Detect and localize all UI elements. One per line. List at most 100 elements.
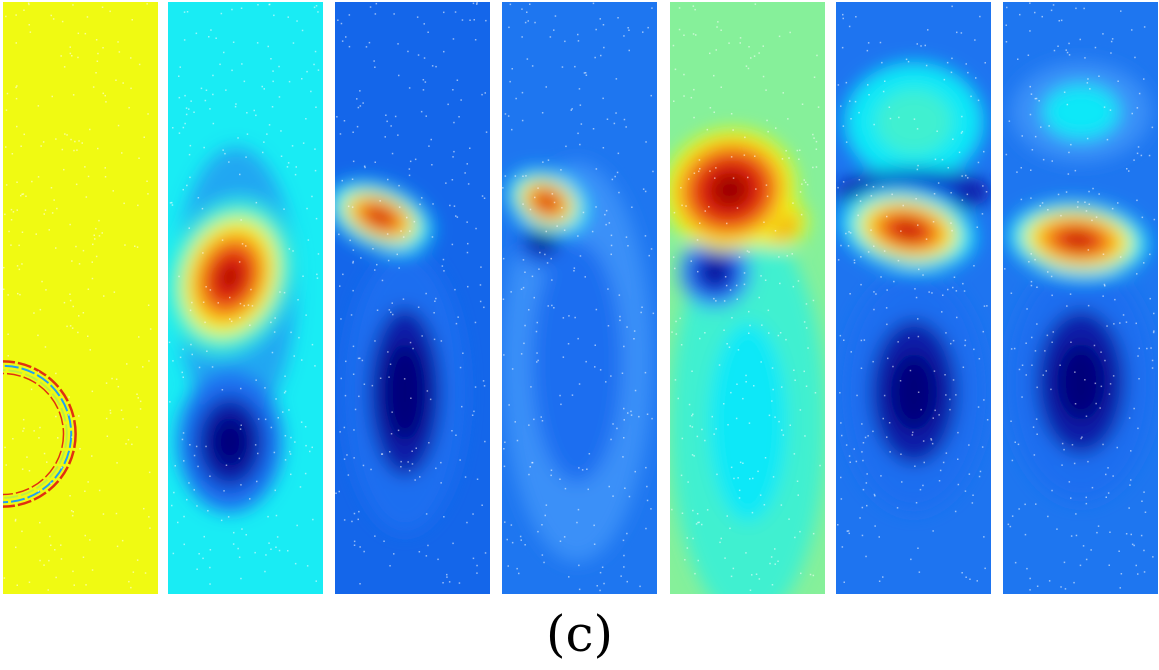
speckle-dot: [273, 14, 275, 17]
speckle-dot: [714, 177, 716, 179]
speckle-dot: [481, 504, 483, 506]
speckle-dot: [266, 133, 268, 135]
speckle-dot: [592, 2, 595, 5]
speckle-dot: [523, 342, 525, 345]
speckle-dot: [122, 418, 124, 420]
speckle-dot: [1013, 347, 1016, 350]
speckle-dot: [352, 249, 355, 251]
speckle-dot: [786, 255, 788, 257]
speckle-dot: [973, 348, 975, 351]
wave-ring: [3, 364, 73, 504]
speckle-dot: [239, 302, 242, 305]
speckle-dot: [797, 280, 800, 282]
speckle-dot: [916, 43, 918, 45]
speckle-dot: [262, 151, 264, 154]
speckle-dot: [35, 233, 37, 235]
speckle-dot: [944, 374, 946, 376]
speckle-dot: [179, 356, 182, 359]
speckle-dot: [977, 99, 980, 102]
speckle-dot: [241, 63, 243, 65]
speckle-dot: [749, 589, 752, 591]
speckle-dot: [481, 195, 484, 197]
speckle-dot: [1066, 305, 1068, 307]
speckle-dot: [127, 439, 130, 441]
speckle-dot: [475, 227, 477, 230]
speckle-dot: [343, 458, 346, 460]
speckle-dot: [1036, 386, 1038, 389]
speckle-dot: [504, 521, 506, 523]
speckle-dot: [290, 331, 292, 334]
speckle-dot: [256, 480, 258, 483]
speckle-dot: [1029, 113, 1032, 116]
speckle-dot: [198, 553, 200, 555]
speckle-dot: [771, 400, 773, 402]
speckle-dot: [693, 455, 695, 457]
speckle-dot: [1088, 203, 1090, 205]
speckle-dot: [220, 519, 223, 522]
speckle-dot: [182, 348, 184, 351]
speckle-dot: [289, 453, 292, 455]
speckle-dot: [315, 580, 317, 582]
speckle-dot: [887, 357, 889, 360]
speckle-dot: [1047, 209, 1049, 211]
speckle-dot: [1131, 543, 1134, 546]
speckle-dot: [941, 311, 943, 313]
speckle-dot: [8, 230, 10, 233]
speckle-dot: [983, 536, 985, 538]
speckle-dot: [456, 216, 459, 218]
speckle-dot: [95, 72, 97, 74]
speckle-dot: [691, 370, 693, 372]
speckle-dot: [290, 436, 292, 439]
speckle-dot: [188, 482, 190, 484]
speckle-dot: [352, 345, 355, 348]
speckle-dot: [1099, 407, 1101, 409]
speckle-dot: [74, 140, 76, 143]
speckle-dot: [421, 197, 423, 199]
speckle-dot: [103, 295, 105, 297]
speckle-dot: [528, 309, 530, 311]
speckle-dot: [128, 106, 130, 109]
speckle-dot: [50, 14, 52, 17]
speckle-dot: [391, 152, 394, 155]
speckle-dot: [270, 58, 272, 60]
speckle-dot: [577, 132, 579, 135]
speckle-dot: [787, 118, 789, 120]
speckle-dot: [850, 351, 852, 353]
speckle-dot: [1060, 214, 1062, 217]
speckle-dot: [296, 20, 298, 22]
speckle-dot: [603, 46, 605, 49]
speckle-dot: [514, 421, 516, 423]
speckle-dot: [618, 191, 620, 194]
speckle-dot: [314, 50, 317, 53]
speckle-dot: [1014, 441, 1016, 443]
speckle-dot: [777, 560, 779, 562]
speckle-dot: [743, 154, 746, 156]
speckle-dot: [743, 283, 746, 286]
field-blob: [1042, 84, 1120, 140]
speckle-dot: [304, 426, 307, 428]
speckle-dot: [587, 488, 589, 491]
speckle-dot: [249, 324, 251, 326]
speckle-dot: [1153, 312, 1155, 315]
speckle-dot: [1128, 417, 1131, 419]
speckle-dot: [964, 490, 967, 492]
speckle-dot: [317, 69, 320, 71]
speckle-dot: [4, 213, 6, 216]
field-blob: [707, 264, 723, 280]
speckle-dot: [595, 206, 597, 208]
speckle-dot: [16, 209, 18, 211]
speckle-dot: [812, 574, 815, 577]
speckle-dot: [615, 78, 618, 80]
speckle-dot: [920, 408, 922, 411]
speckle-dot: [847, 530, 850, 532]
speckle-dot: [535, 330, 538, 333]
speckle-dot: [623, 566, 625, 568]
speckle-dot: [882, 576, 884, 578]
speckle-dot: [563, 229, 566, 231]
speckle-dot: [947, 167, 949, 169]
speckle-dot: [861, 506, 864, 509]
speckle-dot: [1087, 78, 1089, 80]
speckle-dot: [340, 377, 342, 380]
speckle-dot: [427, 544, 429, 547]
speckle-dot: [137, 204, 139, 207]
